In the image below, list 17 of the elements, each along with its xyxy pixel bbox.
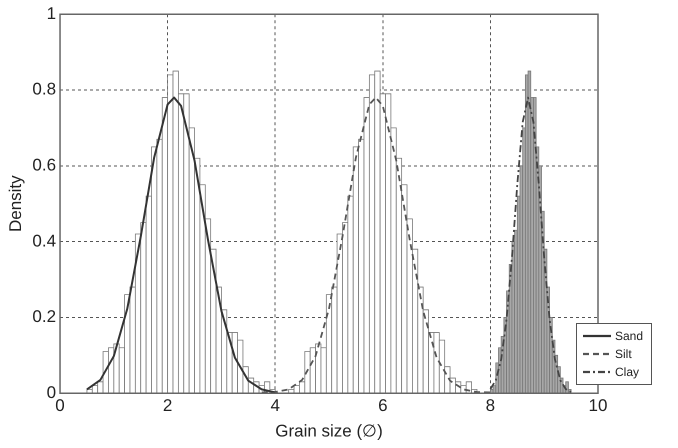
y-tick-label: 1 (46, 4, 56, 23)
y-tick-label: 0.2 (32, 307, 56, 326)
legend-label: Sand (615, 329, 644, 344)
y-tick-label: 0.8 (32, 80, 56, 99)
y-axis-title: Density (6, 174, 25, 232)
line-series (490, 96, 572, 393)
legend-label: Clay (615, 365, 640, 380)
x-tick-label: 2 (162, 396, 172, 416)
x-axis-title: Grain size (∅) (275, 421, 383, 440)
x-tick-label: 4 (270, 396, 280, 416)
y-tick-label: 0.6 (32, 155, 56, 174)
y-tick-label: 0.4 (32, 231, 56, 250)
x-tick-label: 6 (378, 396, 388, 416)
x-tick-label: 10 (588, 396, 608, 416)
x-tick-label: 8 (486, 396, 496, 416)
legend-label: Silt (615, 347, 632, 362)
y-tick-label: 0 (46, 382, 56, 402)
